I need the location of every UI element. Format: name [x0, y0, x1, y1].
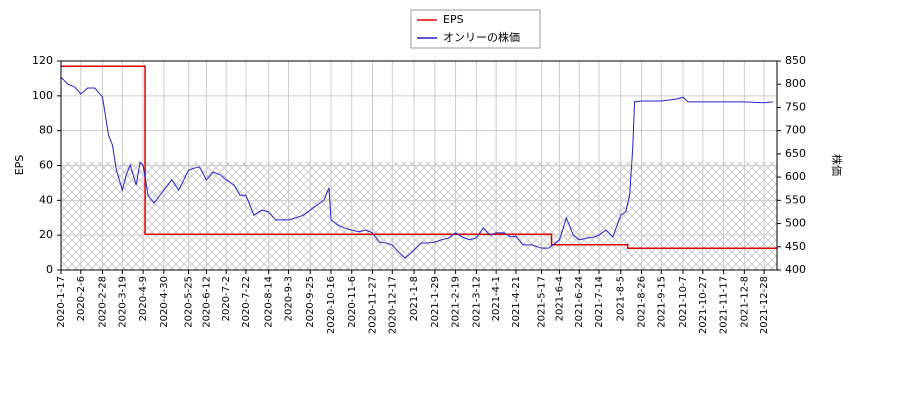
series-line	[60, 76, 774, 259]
y-tick-label: 60	[39, 159, 53, 172]
x-tick-label: 2021-4-1	[491, 276, 502, 321]
legend-label: EPS	[443, 13, 464, 26]
y2-axis-label: 株価	[830, 154, 844, 176]
y2-tick-label: 500	[785, 217, 806, 230]
y2-tick-label: 850	[785, 54, 806, 67]
y-tick-label: 120	[32, 54, 53, 67]
x-tick-label: 2020-12-17	[387, 276, 398, 334]
x-tick-label: 2021-6-24	[574, 276, 585, 328]
y-tick-label: 20	[39, 228, 53, 241]
y-tick-label: 100	[32, 89, 53, 102]
x-tick-label: 2021-6-4	[554, 276, 565, 321]
y2-tick-label: 700	[785, 124, 806, 137]
legend-label: オンリーの株価	[443, 30, 520, 44]
hatch-area	[61, 162, 777, 270]
x-tick-label: 2021-10-7	[678, 276, 689, 328]
x-tick-label: 2021-8-26	[637, 276, 648, 328]
x-tick-label: 2021-8-5	[616, 276, 627, 321]
x-tick-label: 2021-1-29	[430, 276, 441, 328]
y2-tick-label: 550	[785, 193, 806, 206]
x-tick-label: 2020-11-6	[347, 276, 358, 328]
x-tick-label: 2020-11-27	[368, 276, 379, 334]
x-tick-label: 2021-5-17	[537, 276, 548, 328]
x-tick-label: 2020-2-28	[98, 276, 109, 328]
x-tick-label: 2020-6-12	[201, 276, 212, 328]
x-tick-label: 2020-10-16	[326, 276, 337, 334]
y2-tick-label: 600	[785, 170, 806, 183]
x-tick-label: 2020-4-9	[138, 276, 149, 321]
y-tick-label: 0	[46, 263, 53, 276]
x-tick-label: 2020-1-17	[56, 276, 67, 328]
x-tick-label: 2021-12-28	[759, 276, 770, 334]
x-tick-label: 2020-2-6	[76, 276, 87, 321]
y-tick-label: 80	[39, 124, 53, 137]
x-tick-label: 2021-9-15	[656, 276, 667, 328]
x-tick-label: 2021-11-17	[719, 276, 730, 334]
series-line	[61, 65, 777, 249]
x-tick-label: 2020-7-22	[241, 276, 252, 328]
x-tick-label: 2021-2-19	[451, 276, 462, 328]
x-tick-label: 2021-3-12	[471, 276, 482, 328]
x-tick-label: 2020-7-2	[221, 276, 232, 321]
x-tick-label: 2020-8-14	[264, 276, 275, 328]
y2-tick-label: 650	[785, 147, 806, 160]
y2-tick-label: 800	[785, 77, 806, 90]
x-tick-label: 2020-4-30	[159, 276, 170, 328]
y2-tick-label: 750	[785, 100, 806, 113]
y2-tick-label: 450	[785, 240, 806, 253]
x-tick-label: 2020-5-25	[184, 276, 195, 328]
x-tick-label: 2021-7-14	[594, 276, 605, 328]
x-tick-label: 2021-12-8	[739, 276, 750, 328]
y-axis-label: EPS	[13, 155, 26, 176]
y-tick-label: 40	[39, 193, 53, 206]
x-tick-label: 2021-4-21	[511, 276, 522, 328]
x-tick-label: 2020-3-19	[117, 276, 128, 328]
legend	[410, 9, 541, 49]
x-tick-label: 2021-1-8	[409, 276, 420, 321]
y2-tick-label: 400	[785, 263, 806, 276]
x-tick-label: 2021-10-27	[698, 276, 709, 334]
x-tick-label: 2020-9-25	[305, 276, 316, 328]
x-tick-label: 2020-9-3	[283, 276, 294, 321]
